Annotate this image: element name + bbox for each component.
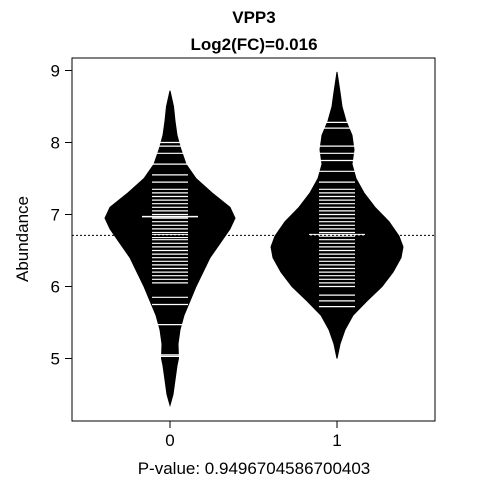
y-tick-label: 8	[51, 134, 60, 153]
bean-shape-0	[104, 90, 236, 408]
y-tick-label: 7	[51, 206, 60, 225]
axis-layer: 5 6 7 8 9 0 1	[51, 57, 436, 450]
y-tick-label: 5	[51, 350, 60, 369]
y-tick-label: 6	[51, 278, 60, 297]
x-tick-label: 0	[165, 431, 174, 450]
y-tick-label: 9	[51, 62, 60, 81]
bean-shape-1	[270, 71, 404, 359]
chart-title: VPP3	[232, 8, 275, 27]
y-axis-label: Abundance	[13, 196, 32, 282]
chart-subtitle: Log2(FC)=0.016	[190, 35, 317, 54]
plot-frame	[71, 57, 436, 422]
x-axis-label: P-value: 0.9496704586700403	[138, 459, 371, 478]
beans-layer	[72, 71, 435, 408]
x-tick-label: 1	[332, 431, 341, 450]
